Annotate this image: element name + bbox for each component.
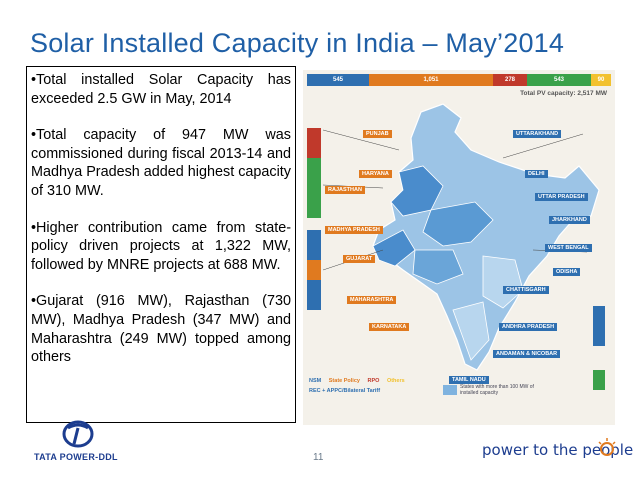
state-label-rajasthan: RAJASTHAN [325,186,365,194]
capacity-bar-nsm: 545 [307,74,369,86]
state-label-chattisgarh: CHATTISGARH [503,286,549,294]
capacity-bar: 545 1,051 278 543 90 [307,74,611,86]
capacity-bar-rpo: 278 [493,74,527,86]
state-label-delhi: DELHI [525,170,548,178]
state-label-uttarakhand: UTTARAKHAND [513,130,562,138]
bullet-4: •Gujarat (916 MW), Rajasthan (730 MW), M… [31,293,291,366]
legend-nsm: NSM [309,378,322,384]
map-legend: NSM State Policy RPO Others [309,378,411,384]
legend-others: Others [386,378,405,384]
tata-power-logo-icon [62,420,94,448]
capacity-bar-rec: 543 [527,74,591,86]
state-label-maharashtra: MAHARASHTRA [347,296,397,304]
india-map-icon [307,103,605,390]
state-label-jharkhand: JHARKHAND [549,216,590,224]
logo-text: TATA POWER-DDL [34,452,118,462]
state-label-andhra-pradesh: ANDHRA PRADESH [499,323,558,331]
tagline: power to the people [482,441,634,459]
slide-title: Solar Installed Capacity in India – May’… [30,28,565,58]
sun-swirl-icon [598,438,616,456]
bullet-1: •Total installed Solar Capacity has exce… [31,72,291,107]
page-number: 11 [313,452,324,463]
legend-rec: REC + APPC/Bilateral Tariff [309,388,381,394]
state-label-punjab: PUNJAB [363,130,392,138]
bullet-textbox: •Total installed Solar Capacity has exce… [26,66,296,423]
state-label-karnataka: KARNATAKA [369,323,410,331]
state-label-madhya-pradesh: MADHYA PRADESH [325,226,383,234]
legend-swatch [443,385,457,395]
capacity-bar-state-policy: 1,051 [369,74,493,86]
state-label-uttar-pradesh: UTTAR PRADESH [535,193,588,201]
india-solar-map-figure: 545 1,051 278 543 90 Total PV capacity: … [303,70,615,425]
legend-rpo: RPO [367,378,380,384]
legend-states-text: States with more than 100 MW of installe… [460,384,534,396]
legend-states-box: States with more than 100 MW of installe… [443,384,546,396]
capacity-bar-others: 90 [591,74,611,86]
state-label-haryana: HARYANA [359,170,392,178]
state-label-odisha: ODISHA [553,268,581,276]
state-label-tamil-nadu: TAMIL NADU [449,376,489,384]
state-label-andaman-nicobar: ANDAMAN & NICOBAR [493,350,561,358]
total-pv-capacity: Total PV capacity: 2,517 MW [520,90,607,97]
state-label-west-bengal: WEST BENGAL [545,244,592,252]
state-label-gujarat: GUJARAT [343,255,376,263]
bullet-2: •Total capacity of 947 MW was commission… [31,127,292,199]
legend-state-policy: State Policy [328,378,360,384]
bullet-3: •Higher contribution came from state-pol… [31,219,291,273]
